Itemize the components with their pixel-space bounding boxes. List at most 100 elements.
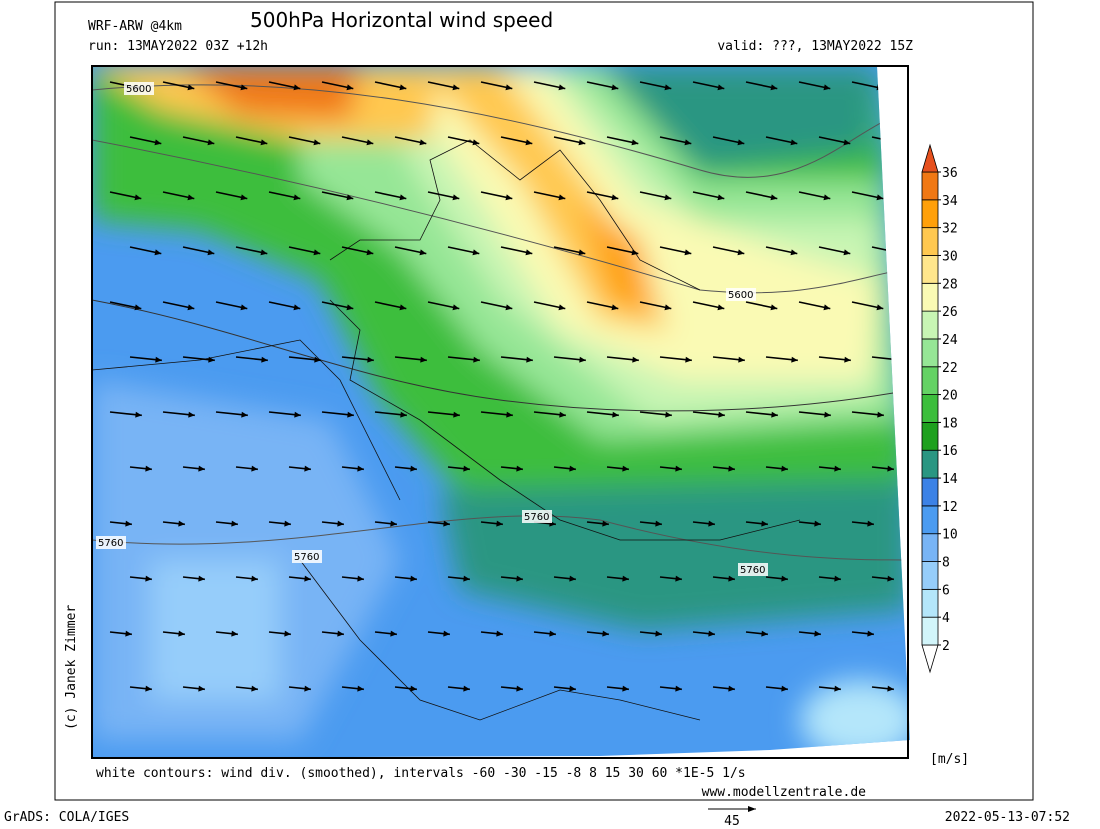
wind-arrow-head bbox=[178, 520, 185, 527]
wind-arrow-head bbox=[737, 249, 745, 256]
contour-labels: 5600 5600 5760 5760 5760 5760 bbox=[96, 82, 768, 576]
wind-arrow-head bbox=[834, 685, 841, 692]
wind-arrow-head bbox=[399, 304, 407, 311]
wind-arrow-head bbox=[419, 249, 427, 256]
wind-arrow-head bbox=[506, 411, 513, 418]
wind-arrow-head bbox=[737, 139, 745, 146]
wind-arrow-head bbox=[293, 84, 301, 91]
wind-arrow-head bbox=[738, 356, 745, 363]
note: white contours: wind div. (smoothed), in… bbox=[96, 766, 746, 781]
wind-arrow-head bbox=[357, 685, 364, 692]
wind-arrow-head bbox=[558, 304, 566, 311]
wind-arrow-head bbox=[240, 304, 248, 311]
colorbar-box bbox=[921, 199, 939, 229]
colorbar-low bbox=[921, 644, 939, 674]
wind-arrow-head bbox=[410, 575, 417, 582]
ref-arrow-head bbox=[748, 806, 756, 812]
wind-arrow-head bbox=[612, 411, 619, 418]
wind-arrow-head bbox=[155, 356, 162, 363]
wind-arrow-head bbox=[559, 411, 566, 418]
contour-label-bg bbox=[292, 550, 322, 563]
wind-arrow-head bbox=[896, 139, 904, 146]
wind-arrow-head bbox=[558, 84, 566, 91]
wind-arrow-head bbox=[452, 304, 460, 311]
wind-arrow-head bbox=[728, 685, 735, 692]
wind-arrow-head bbox=[400, 411, 407, 418]
ref-vector-label: 45 bbox=[724, 814, 740, 825]
valid-label: valid: ???, 13MAY2022 15Z bbox=[717, 39, 913, 54]
wind-arrow-head bbox=[284, 630, 291, 637]
wind-arrow-head bbox=[569, 465, 576, 472]
unit-label: [m/s] bbox=[930, 752, 969, 767]
wind-arrow-head bbox=[154, 139, 162, 146]
wind-arrow-head bbox=[579, 356, 586, 363]
wind-arrow-head bbox=[728, 575, 735, 582]
software: GrADS: COLA/IGES bbox=[4, 810, 129, 825]
wind-arrow-head bbox=[154, 249, 162, 256]
colorbar-high bbox=[921, 143, 939, 173]
site: www.modellzentrale.de bbox=[702, 785, 867, 800]
wind-arrow-head bbox=[770, 84, 778, 91]
wind-arrow-head bbox=[611, 84, 619, 91]
colorbar-box bbox=[921, 227, 939, 256]
wind-arrow-head bbox=[346, 194, 354, 201]
wind-arrow-head bbox=[631, 249, 639, 256]
wind-arrow-head bbox=[781, 465, 788, 472]
wind-arrow-head bbox=[145, 575, 152, 582]
wind-arrow-head bbox=[314, 356, 321, 363]
wind-arrow-head bbox=[771, 411, 778, 418]
colorbar-label: 16 bbox=[942, 444, 958, 459]
wind-arrow-head bbox=[304, 465, 311, 472]
wind-arrow-head bbox=[876, 194, 884, 201]
wind-arrow-head bbox=[231, 520, 238, 527]
wind-arrow-head bbox=[708, 630, 715, 637]
wind-arrow-head bbox=[293, 194, 301, 201]
wind-arrow-head bbox=[824, 411, 831, 418]
colorbar-label: 24 bbox=[942, 333, 958, 348]
wind-arrow-head bbox=[675, 465, 682, 472]
wind-arrow-head bbox=[178, 630, 185, 637]
contour-label-bg bbox=[522, 510, 552, 523]
wind-arrow-head bbox=[791, 356, 798, 363]
wind-arrow-head bbox=[284, 520, 291, 527]
colorbar-box bbox=[921, 449, 939, 479]
wind-arrow-head bbox=[366, 249, 374, 256]
wind-arrow-head bbox=[844, 356, 851, 363]
wind-arrow-head bbox=[897, 356, 904, 363]
colorbar-label: 22 bbox=[942, 361, 958, 376]
contour-label: 5760 bbox=[524, 512, 549, 523]
wind-arrow-head bbox=[390, 630, 397, 637]
wind-arrow-head bbox=[463, 575, 470, 582]
wind-arrow-head bbox=[134, 194, 142, 201]
wind-arrow-head bbox=[823, 84, 831, 91]
wind-arrow-head bbox=[781, 575, 788, 582]
wind-arrow-head bbox=[260, 249, 268, 256]
contour-label-bg bbox=[96, 536, 126, 549]
wind-arrow-head bbox=[823, 194, 831, 201]
contour-label-bg bbox=[124, 82, 154, 95]
colorbar-box bbox=[921, 561, 939, 590]
colorbar-box bbox=[921, 366, 939, 395]
copyright: (c) Janek Zimmer bbox=[64, 605, 79, 730]
wind-arrow-head bbox=[877, 411, 884, 418]
wind-arrow-head bbox=[304, 685, 311, 692]
wind-arrow-head bbox=[135, 411, 142, 418]
timestamp: 2022-05-13-07:52 bbox=[945, 810, 1070, 825]
wind-arrow-head bbox=[346, 84, 354, 91]
wind-arrow-head bbox=[231, 630, 238, 637]
wind-arrow-head bbox=[207, 139, 215, 146]
wind-arrow-head bbox=[293, 304, 301, 311]
colorbar-box bbox=[921, 477, 939, 507]
wind-arrow-head bbox=[198, 575, 205, 582]
wind-arrow-head bbox=[664, 304, 672, 311]
wind-arrow-head bbox=[463, 465, 470, 472]
wind-arrow-head bbox=[684, 249, 692, 256]
wind-arrow-head bbox=[867, 630, 874, 637]
wind-arrow-head bbox=[187, 304, 195, 311]
colorbar-box bbox=[921, 588, 939, 618]
colorbar-box bbox=[921, 616, 939, 646]
wind-arrow-head bbox=[675, 685, 682, 692]
wind-arrow-head bbox=[337, 520, 344, 527]
wind-arrow-head bbox=[578, 139, 586, 146]
